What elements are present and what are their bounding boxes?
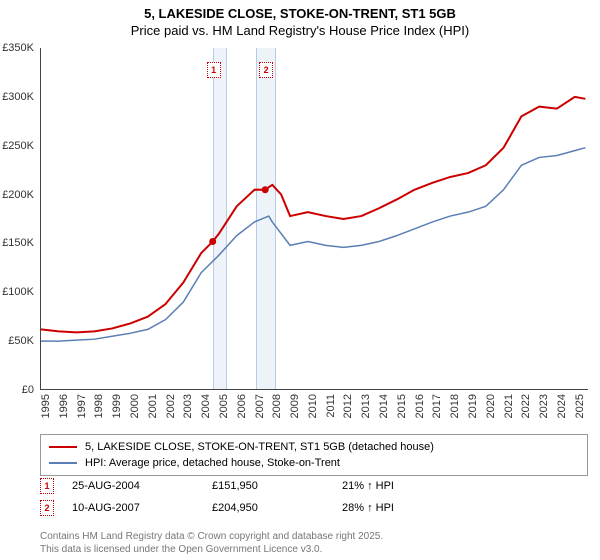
x-axis-label: 2007 (254, 394, 266, 418)
x-axis-label: 2001 (147, 394, 159, 418)
legend: 5, LAKESIDE CLOSE, STOKE-ON-TRENT, ST1 5… (40, 434, 588, 476)
x-axis-label: 2018 (449, 394, 461, 418)
annotation-date: 25-AUG-2004 (72, 480, 212, 492)
x-axis-label: 1996 (58, 394, 70, 418)
x-axis-label: 2019 (467, 394, 479, 418)
x-axis-label: 2015 (396, 394, 408, 418)
x-axis-label: 2009 (289, 394, 301, 418)
x-axis-label: 2024 (556, 394, 568, 418)
y-axis-label: £250K (2, 140, 34, 152)
x-axis-label: 1997 (76, 394, 88, 418)
y-axis-label: £50K (8, 335, 34, 347)
legend-swatch (49, 462, 77, 464)
x-axis-label: 1999 (111, 394, 123, 418)
x-axis-label: 2000 (129, 394, 141, 418)
x-axis-label: 2006 (236, 394, 248, 418)
x-axis-label: 2022 (520, 394, 532, 418)
annotation-marker: 1 (40, 478, 54, 494)
annotation-delta: 28% ↑ HPI (342, 502, 394, 514)
sale-annotation: 1 25-AUG-2004£151,95021% ↑ HPI (40, 478, 588, 494)
x-axis-label: 2011 (325, 394, 337, 418)
x-axis-label: 2008 (271, 394, 283, 418)
legend-item: 5, LAKESIDE CLOSE, STOKE-ON-TRENT, ST1 5… (49, 439, 579, 455)
x-axis-label: 2020 (485, 394, 497, 418)
sale-annotation: 2 10-AUG-2007£204,95028% ↑ HPI (40, 500, 588, 516)
x-axis-label: 2004 (200, 394, 212, 418)
x-axis-label: 2003 (182, 394, 194, 418)
x-axis-label: 2025 (574, 394, 586, 418)
sale-marker-label-1: 1 (207, 62, 221, 78)
annotation-price: £151,950 (212, 480, 342, 492)
x-axis-label: 2014 (378, 394, 390, 418)
series-hpi (41, 148, 585, 341)
chart-plot-area: 12 (40, 48, 588, 390)
x-axis-label: 1995 (40, 394, 52, 418)
y-axis-label: £0 (22, 384, 34, 396)
page-subtitle: Price paid vs. HM Land Registry's House … (0, 23, 600, 38)
legend-label: 5, LAKESIDE CLOSE, STOKE-ON-TRENT, ST1 5… (85, 441, 434, 453)
series-property (41, 97, 585, 332)
y-axis-label: £200K (2, 189, 34, 201)
sale-point-1 (209, 238, 216, 245)
footer-line2: This data is licensed under the Open Gov… (40, 543, 383, 556)
x-axis-label: 1998 (93, 394, 105, 418)
annotation-price: £204,950 (212, 502, 342, 514)
x-axis-label: 2005 (218, 394, 230, 418)
annotation-marker: 2 (40, 500, 54, 516)
annotation-delta: 21% ↑ HPI (342, 480, 394, 492)
x-axis-label: 2010 (307, 394, 319, 418)
legend-swatch (49, 446, 77, 448)
y-axis-label: £300K (2, 91, 34, 103)
legend-label: HPI: Average price, detached house, Stok… (85, 457, 340, 469)
x-axis-label: 2002 (165, 394, 177, 418)
y-axis-label: £350K (2, 42, 34, 54)
x-axis-label: 2023 (538, 394, 550, 418)
x-axis-label: 2021 (503, 394, 515, 418)
legend-item: HPI: Average price, detached house, Stok… (49, 455, 579, 471)
chart-lines (41, 48, 588, 389)
x-axis-label: 2017 (431, 394, 443, 418)
page-title: 5, LAKESIDE CLOSE, STOKE-ON-TRENT, ST1 5… (0, 6, 600, 21)
annotation-date: 10-AUG-2007 (72, 502, 212, 514)
y-axis-label: £100K (2, 286, 34, 298)
x-axis-label: 2012 (342, 394, 354, 418)
sale-marker-label-2: 2 (259, 62, 273, 78)
x-axis-label: 2013 (360, 394, 372, 418)
x-axis-label: 2016 (414, 394, 426, 418)
footer-line1: Contains HM Land Registry data © Crown c… (40, 530, 383, 543)
footer-attribution: Contains HM Land Registry data © Crown c… (40, 530, 383, 556)
y-axis-label: £150K (2, 237, 34, 249)
sale-point-2 (262, 186, 269, 193)
